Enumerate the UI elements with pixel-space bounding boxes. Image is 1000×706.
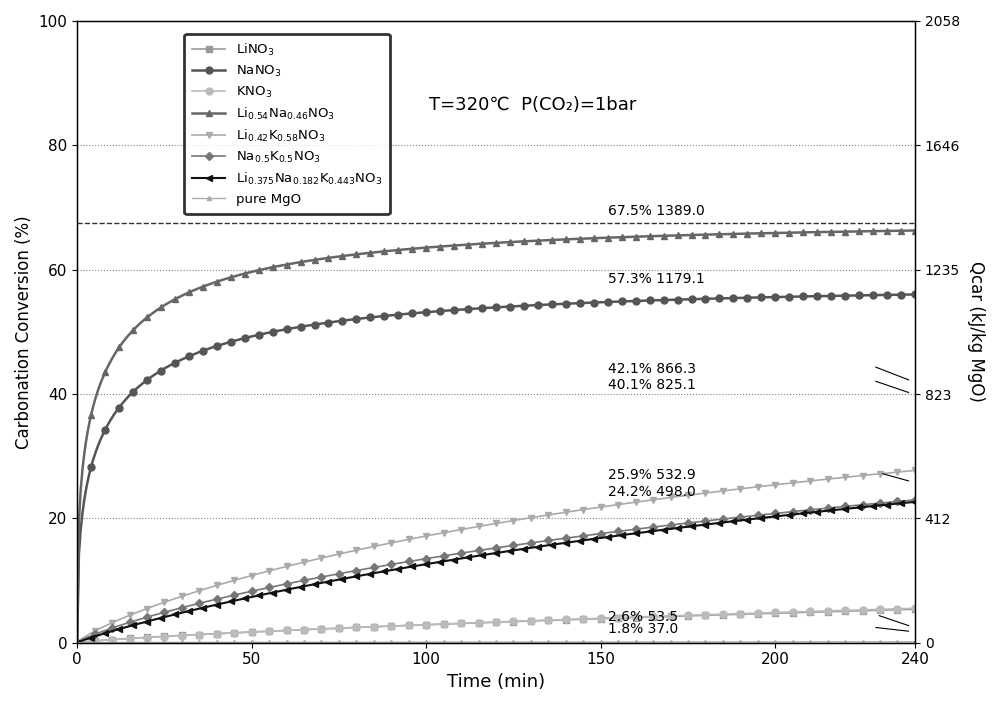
Na$_{0.5}$K$_{0.5}$NO$_3$ — [689, 518, 701, 527]
Na$_{0.5}$K$_{0.5}$NO$_3$ — [679, 519, 691, 527]
NaNO$_3$ — [679, 295, 691, 304]
Na$_{0.5}$K$_{0.5}$NO$_3$ — [909, 496, 921, 504]
Y-axis label: Carbonation Conversion (%): Carbonation Conversion (%) — [15, 215, 33, 449]
Line: Na$_{0.5}$K$_{0.5}$NO$_3$: Na$_{0.5}$K$_{0.5}$NO$_3$ — [74, 497, 918, 645]
LiNO$_3$ — [71, 638, 83, 647]
Text: 24.2% 498.0: 24.2% 498.0 — [608, 484, 695, 498]
KNO$_3$ — [679, 611, 691, 620]
LiNO$_3$ — [689, 611, 701, 620]
pure MgO — [661, 638, 673, 646]
NaNO$_3$ — [495, 303, 507, 311]
Li$_{0.42}$K$_{0.58}$NO$_3$ — [689, 490, 701, 498]
NaNO$_3$ — [909, 290, 921, 299]
Li$_{0.42}$K$_{0.58}$NO$_3$ — [71, 638, 83, 647]
KNO$_3$ — [495, 618, 507, 626]
Na$_{0.5}$K$_{0.5}$NO$_3$ — [661, 521, 673, 530]
Line: KNO$_3$: KNO$_3$ — [74, 605, 918, 646]
Line: Li$_{0.54}$Na$_{0.46}$NO$_3$: Li$_{0.54}$Na$_{0.46}$NO$_3$ — [74, 227, 918, 646]
Li$_{0.42}$K$_{0.58}$NO$_3$ — [661, 493, 673, 502]
KNO$_3$ — [909, 604, 921, 613]
NaNO$_3$ — [661, 296, 673, 304]
pure MgO — [452, 638, 464, 647]
Li$_{0.54}$Na$_{0.46}$NO$_3$ — [689, 231, 701, 239]
pure MgO — [679, 638, 691, 646]
NaNO$_3$ — [71, 638, 83, 647]
Line: Li$_{0.42}$K$_{0.58}$NO$_3$: Li$_{0.42}$K$_{0.58}$NO$_3$ — [74, 467, 918, 646]
Line: NaNO$_3$: NaNO$_3$ — [74, 291, 918, 646]
Li$_{0.375}$Na$_{0.182}$K$_{0.443}$NO$_3$ — [909, 498, 921, 506]
Legend: LiNO$_3$, NaNO$_3$, KNO$_3$, Li$_{0.54}$Na$_{0.46}$NO$_3$, Li$_{0.42}$K$_{0.58}$: LiNO$_3$, NaNO$_3$, KNO$_3$, Li$_{0.54}$… — [184, 34, 390, 215]
Na$_{0.5}$K$_{0.5}$NO$_3$ — [452, 549, 464, 558]
Li$_{0.375}$Na$_{0.182}$K$_{0.443}$NO$_3$ — [661, 525, 673, 534]
Li$_{0.42}$K$_{0.58}$NO$_3$ — [452, 526, 464, 534]
Na$_{0.5}$K$_{0.5}$NO$_3$ — [71, 638, 83, 647]
Li$_{0.375}$Na$_{0.182}$K$_{0.443}$NO$_3$ — [679, 523, 691, 532]
Text: T=320℃  P(CO₂)=1bar: T=320℃ P(CO₂)=1bar — [429, 95, 636, 114]
pure MgO — [689, 638, 701, 646]
Text: 1.8% 37.0: 1.8% 37.0 — [608, 622, 678, 636]
LiNO$_3$ — [909, 605, 921, 614]
Li$_{0.54}$Na$_{0.46}$NO$_3$ — [452, 241, 464, 249]
Li$_{0.54}$Na$_{0.46}$NO$_3$ — [679, 231, 691, 239]
Text: 57.3% 1179.1: 57.3% 1179.1 — [608, 272, 704, 286]
LiNO$_3$ — [679, 611, 691, 620]
Na$_{0.5}$K$_{0.5}$NO$_3$ — [495, 543, 507, 551]
Y-axis label: Qcar (kJ/kg MgO): Qcar (kJ/kg MgO) — [967, 261, 985, 402]
KNO$_3$ — [71, 638, 83, 647]
Text: 25.9% 532.9: 25.9% 532.9 — [608, 468, 695, 482]
Li$_{0.42}$K$_{0.58}$NO$_3$ — [871, 470, 883, 479]
NaNO$_3$ — [689, 295, 701, 304]
Text: 2.6% 53.5: 2.6% 53.5 — [608, 609, 678, 623]
Li$_{0.375}$Na$_{0.182}$K$_{0.443}$NO$_3$ — [495, 548, 507, 556]
X-axis label: Time (min): Time (min) — [447, 673, 545, 691]
Line: Li$_{0.375}$Na$_{0.182}$K$_{0.443}$NO$_3$: Li$_{0.375}$Na$_{0.182}$K$_{0.443}$NO$_3… — [74, 498, 918, 646]
Li$_{0.375}$Na$_{0.182}$K$_{0.443}$NO$_3$ — [689, 522, 701, 530]
pure MgO — [871, 638, 883, 646]
Li$_{0.42}$K$_{0.58}$NO$_3$ — [909, 466, 921, 474]
Text: 42.1% 866.3: 42.1% 866.3 — [608, 362, 696, 376]
Li$_{0.42}$K$_{0.58}$NO$_3$ — [679, 491, 691, 500]
LiNO$_3$ — [871, 606, 883, 614]
LiNO$_3$ — [452, 619, 464, 628]
Li$_{0.375}$Na$_{0.182}$K$_{0.443}$NO$_3$ — [452, 555, 464, 563]
Li$_{0.54}$Na$_{0.46}$NO$_3$ — [909, 227, 921, 235]
Na$_{0.5}$K$_{0.5}$NO$_3$ — [871, 499, 883, 508]
LiNO$_3$ — [661, 612, 673, 621]
pure MgO — [495, 638, 507, 647]
Text: 40.1% 825.1: 40.1% 825.1 — [608, 378, 696, 392]
Text: 67.5% 1389.0: 67.5% 1389.0 — [608, 203, 704, 217]
pure MgO — [71, 638, 83, 647]
KNO$_3$ — [452, 619, 464, 628]
KNO$_3$ — [661, 611, 673, 620]
Li$_{0.375}$Na$_{0.182}$K$_{0.443}$NO$_3$ — [871, 501, 883, 510]
NaNO$_3$ — [871, 291, 883, 299]
Li$_{0.375}$Na$_{0.182}$K$_{0.443}$NO$_3$ — [71, 638, 83, 647]
LiNO$_3$ — [495, 618, 507, 626]
Line: pure MgO: pure MgO — [75, 640, 917, 645]
Li$_{0.54}$Na$_{0.46}$NO$_3$ — [495, 239, 507, 247]
KNO$_3$ — [871, 605, 883, 614]
Li$_{0.42}$K$_{0.58}$NO$_3$ — [495, 518, 507, 527]
Line: LiNO$_3$: LiNO$_3$ — [74, 606, 918, 645]
KNO$_3$ — [689, 611, 701, 619]
Li$_{0.54}$Na$_{0.46}$NO$_3$ — [871, 227, 883, 235]
NaNO$_3$ — [452, 306, 464, 314]
Li$_{0.54}$Na$_{0.46}$NO$_3$ — [71, 638, 83, 647]
Li$_{0.54}$Na$_{0.46}$NO$_3$ — [661, 232, 673, 240]
pure MgO — [909, 638, 921, 646]
